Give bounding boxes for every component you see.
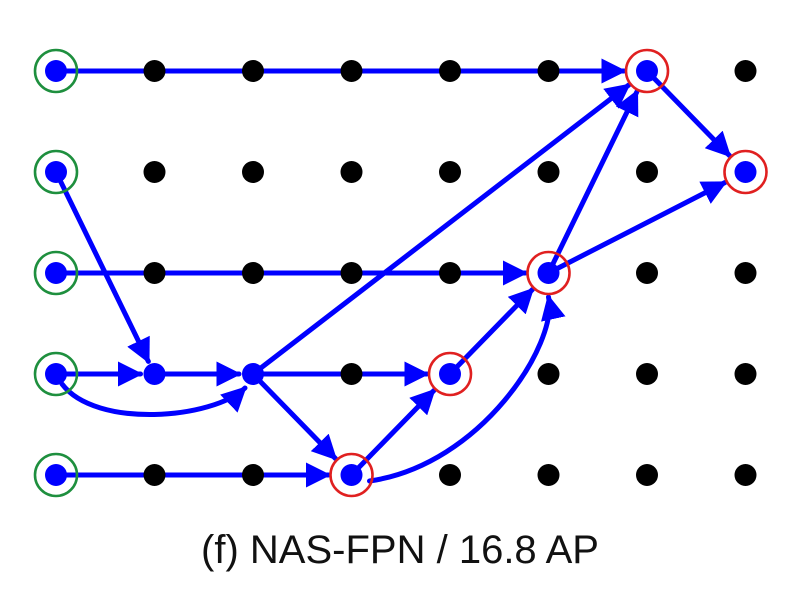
node-inactive-r2c7 bbox=[734, 262, 757, 284]
node-inactive-r0c3 bbox=[340, 60, 363, 82]
node-inactive-r4c5 bbox=[537, 464, 560, 486]
input-ring-r1c0 bbox=[33, 149, 79, 195]
node-inactive-r2c1 bbox=[143, 262, 166, 284]
input-ring-r0c0 bbox=[33, 48, 79, 94]
node-inactive-r1c4 bbox=[439, 161, 461, 183]
node-intermediate-r3c1 bbox=[143, 363, 166, 385]
edge-r3c0-to-r3c2 bbox=[59, 381, 248, 418]
node-input-r1c0 bbox=[45, 161, 67, 183]
edge-r0c6-to-r1c7 bbox=[650, 74, 732, 159]
edge-r3c2-to-r4c3 bbox=[256, 377, 338, 462]
node-inactive-r3c6 bbox=[636, 363, 658, 385]
node-inactive-r4c1 bbox=[143, 464, 166, 486]
nodes-layer bbox=[33, 48, 768, 498]
input-ring-r2c0 bbox=[33, 250, 79, 296]
output-ring-r3c4 bbox=[427, 351, 473, 397]
node-inactive-r3c5 bbox=[537, 363, 560, 385]
node-input-r3c0 bbox=[45, 363, 67, 385]
node-inactive-r1c3 bbox=[340, 161, 363, 183]
node-inactive-r0c5 bbox=[537, 60, 560, 82]
node-output-r1c7 bbox=[734, 161, 757, 183]
node-inactive-r3c3 bbox=[340, 363, 363, 385]
node-inactive-r1c1 bbox=[143, 161, 166, 183]
edge-r1c0-to-r3c1 bbox=[57, 176, 151, 364]
figure-caption: (f) NAS-FPN / 16.8 AP bbox=[201, 528, 599, 572]
edge-r3c4-to-r2c5 bbox=[453, 286, 535, 371]
node-input-r2c0 bbox=[45, 262, 67, 284]
node-inactive-r2c4 bbox=[439, 262, 461, 284]
edge-r2c5-to-r1c7 bbox=[553, 179, 728, 272]
node-inactive-r2c2 bbox=[242, 262, 264, 284]
node-output-r0c6 bbox=[636, 60, 658, 82]
edges-layer bbox=[57, 58, 732, 488]
edge-r4c3-to-r2c5 bbox=[367, 294, 566, 484]
node-inactive-r0c1 bbox=[143, 60, 166, 82]
node-inactive-r1c6 bbox=[636, 161, 658, 183]
output-ring-r4c3 bbox=[329, 452, 374, 498]
output-ring-r0c6 bbox=[624, 48, 670, 94]
node-input-r0c0 bbox=[45, 60, 67, 82]
edge-r4c3-to-r3c4 bbox=[354, 387, 437, 472]
node-inactive-r4c7 bbox=[734, 464, 757, 486]
output-ring-r2c5 bbox=[526, 250, 571, 296]
node-inactive-r2c6 bbox=[636, 262, 658, 284]
node-output-r4c3 bbox=[340, 464, 363, 486]
node-output-r2c5 bbox=[537, 262, 560, 284]
node-inactive-r4c2 bbox=[242, 464, 264, 486]
edge-r3c2-to-r0c6 bbox=[256, 82, 632, 372]
node-inactive-r0c4 bbox=[439, 60, 461, 82]
input-ring-r3c0 bbox=[33, 351, 79, 397]
node-inactive-r1c2 bbox=[242, 161, 264, 183]
node-inactive-r1c5 bbox=[537, 161, 560, 183]
edge-r2c5-to-r0c6 bbox=[549, 89, 640, 269]
node-intermediate-r3c2 bbox=[242, 363, 264, 385]
node-inactive-r3c7 bbox=[734, 363, 757, 385]
output-ring-r1c7 bbox=[723, 149, 768, 195]
nas-fpn-diagram bbox=[33, 48, 768, 498]
node-input-r4c0 bbox=[45, 464, 67, 486]
node-inactive-r2c3 bbox=[340, 262, 363, 284]
node-output-r3c4 bbox=[439, 363, 461, 385]
input-ring-r4c0 bbox=[33, 452, 79, 498]
node-inactive-r4c4 bbox=[439, 464, 461, 486]
node-inactive-r0c7 bbox=[734, 60, 757, 82]
node-inactive-r4c6 bbox=[636, 464, 658, 486]
node-inactive-r0c2 bbox=[242, 60, 264, 82]
